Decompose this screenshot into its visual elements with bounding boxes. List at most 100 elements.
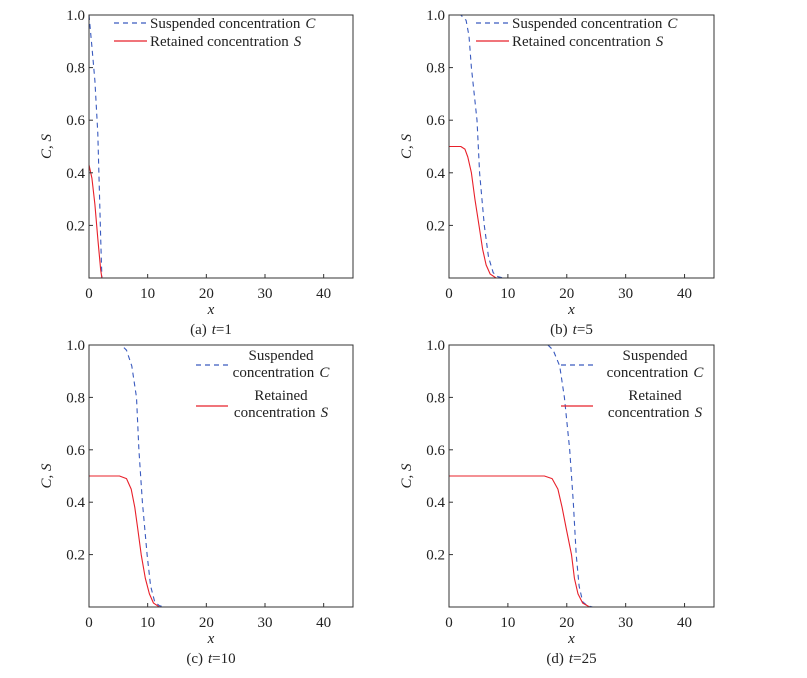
caption-value: 10 — [221, 651, 236, 667]
x-tick-label: 30 — [618, 615, 633, 631]
caption-prefix: (c) — [186, 651, 203, 667]
y-axis-label: C, S — [399, 134, 415, 160]
y-tick-label: 1.0 — [66, 8, 85, 24]
caption-value: 1 — [224, 322, 232, 338]
legend-retained-label-line2: concentration S — [608, 405, 703, 421]
legend-label-variable: C — [667, 16, 678, 32]
x-tick-label: 10 — [140, 615, 155, 631]
y-tick-label: 0.4 — [426, 166, 445, 182]
y-tick-label: 0.6 — [426, 443, 445, 459]
legend-label-text: Retained concentration — [150, 34, 289, 50]
caption-prefix: (d) — [546, 651, 564, 667]
panel-d: 0.2 0.4 0.6 0.8 1.0 0 10 20 30 40 x C, S (d) t=25 Susp… — [399, 338, 715, 667]
legend-suspended-label-line2: concentration C — [233, 365, 331, 381]
y-tick-label: 0.4 — [66, 495, 85, 511]
legend: Suspended concentration C Retained concent… — [114, 16, 316, 50]
y-tick-label: 0.2 — [66, 548, 85, 564]
legend-suspended-label-line1: Suspended — [623, 348, 688, 364]
x-tick-label: 20 — [559, 286, 574, 302]
y-tick-label: 0.8 — [426, 390, 445, 406]
caption-variable: t — [573, 322, 578, 338]
y-tick-label: 0.2 — [426, 218, 445, 234]
panel-caption: (d) t=25 — [546, 651, 596, 667]
caption-value: 25 — [582, 651, 597, 667]
y-tick-label: 1.0 — [426, 338, 445, 354]
x-tick-label: 10 — [500, 286, 515, 302]
x-axis-label: x — [207, 302, 215, 318]
legend-label-text: Retained concentration — [512, 34, 651, 50]
caption-prefix: (a) — [190, 322, 207, 338]
x-axis-label: x — [567, 302, 575, 318]
legend-label-text: concentration — [607, 365, 689, 381]
x-tick-label: 10 — [140, 286, 155, 302]
legend-retained-label-line1: Retained — [628, 388, 682, 404]
caption-value: 5 — [585, 322, 593, 338]
retained-concentration-line — [449, 475, 714, 608]
y-tick-label: 1.0 — [426, 8, 445, 24]
legend-suspended-label-line1: Suspended — [249, 348, 314, 364]
x-tick-label: 30 — [258, 615, 273, 631]
x-tick-label: 20 — [199, 615, 214, 631]
panel-caption: (a) t=1 — [190, 322, 232, 338]
axes-frame — [448, 344, 715, 608]
caption-variable: t — [569, 651, 574, 667]
suspended-concentration-line — [88, 14, 353, 279]
legend-suspended-label: Suspended concentration C — [150, 16, 316, 32]
x-tick-label: 20 — [559, 615, 574, 631]
caption-equals: = — [216, 322, 224, 338]
legend-label-variable: C — [305, 16, 316, 32]
x-tick-label: 40 — [316, 286, 331, 302]
retained-concentration-line — [449, 145, 714, 279]
axes-frame — [448, 14, 715, 279]
y-axis-label: C, S — [39, 463, 55, 489]
y-tick-label: 0.6 — [66, 443, 85, 459]
caption-variable: t — [208, 651, 213, 667]
axes-frame — [88, 344, 354, 608]
y-tick-label: 0.8 — [426, 61, 445, 77]
y-tick-label: 0.4 — [426, 495, 445, 511]
x-tick-label: 40 — [677, 286, 692, 302]
legend-label-text: concentration — [608, 405, 690, 421]
legend-suspended-label: Suspended concentration C — [512, 16, 678, 32]
legend-suspended-label-line2: concentration C — [607, 365, 705, 381]
legend-label-text: Suspended concentration — [150, 16, 301, 32]
x-tick-label: 40 — [316, 615, 331, 631]
x-tick-label: 0 — [85, 286, 93, 302]
y-tick-label: 0.4 — [66, 166, 85, 182]
legend-label-text: concentration — [234, 405, 316, 421]
suspended-concentration-line — [449, 14, 714, 279]
legend-label-text: concentration — [233, 365, 315, 381]
x-axis-label: x — [207, 631, 215, 647]
caption-equals: = — [212, 651, 220, 667]
caption-prefix: (b) — [550, 322, 568, 338]
y-tick-label: 0.6 — [426, 113, 445, 129]
x-tick-label: 20 — [199, 286, 214, 302]
caption-variable: t — [212, 322, 217, 338]
legend-label-variable: S — [695, 405, 703, 421]
legend-label-variable: S — [656, 34, 664, 50]
y-tick-label: 1.0 — [66, 338, 85, 354]
x-tick-label: 30 — [618, 286, 633, 302]
y-axis-label: C, S — [39, 134, 55, 160]
legend-label-text: Suspended concentration — [512, 16, 663, 32]
y-tick-label: 0.8 — [66, 390, 85, 406]
y-tick-label: 0.8 — [66, 61, 85, 77]
legend-retained-label-line1: Retained — [254, 388, 308, 404]
panel-caption: (c) t=10 — [186, 651, 235, 667]
x-tick-label: 40 — [677, 615, 692, 631]
legend-retained-label: Retained concentration S — [512, 34, 664, 50]
caption-equals: = — [577, 322, 585, 338]
legend-label-variable: C — [319, 365, 330, 381]
suspended-concentration-line — [89, 344, 353, 608]
x-tick-label: 30 — [258, 286, 273, 302]
retained-concentration-line — [88, 164, 353, 279]
x-tick-label: 0 — [445, 615, 453, 631]
x-tick-label: 0 — [445, 286, 453, 302]
x-tick-label: 0 — [85, 615, 93, 631]
x-tick-label: 10 — [500, 615, 515, 631]
